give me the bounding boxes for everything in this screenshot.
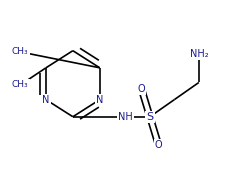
Text: NH: NH — [118, 112, 133, 122]
Text: O: O — [138, 84, 145, 94]
Text: N: N — [96, 95, 104, 105]
Text: NH₂: NH₂ — [189, 49, 208, 59]
Text: CH₃: CH₃ — [12, 47, 29, 56]
Text: N: N — [42, 95, 50, 105]
Text: CH₃: CH₃ — [12, 80, 29, 89]
Text: S: S — [146, 112, 154, 122]
Text: O: O — [155, 140, 162, 150]
